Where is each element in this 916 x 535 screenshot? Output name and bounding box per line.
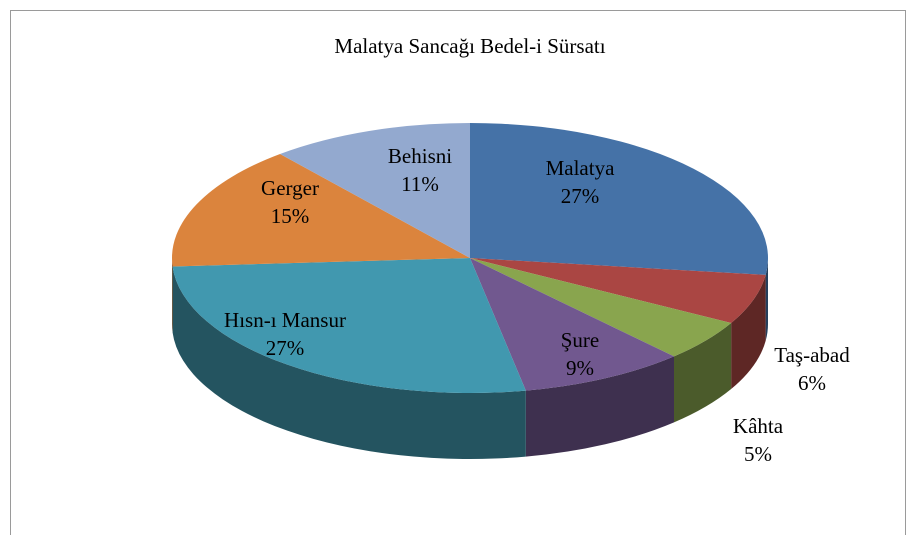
slice-side bbox=[172, 266, 526, 459]
slice-label: Gerger bbox=[261, 176, 319, 200]
slice-side bbox=[765, 258, 769, 341]
chart-title: Malatya Sancağı Bedel-i Sürsatı bbox=[334, 34, 605, 58]
slice-side bbox=[673, 323, 732, 423]
slice-side bbox=[172, 258, 173, 333]
slice bbox=[172, 153, 470, 267]
slice bbox=[470, 123, 769, 275]
slice-label: Behisni bbox=[388, 144, 452, 168]
slice-label: Taş-abad bbox=[774, 343, 850, 367]
slice bbox=[470, 258, 674, 391]
slice-label: Hısn-ı Mansur bbox=[224, 308, 346, 332]
slice-value-label: 27% bbox=[561, 184, 600, 208]
slice-label: Malatya bbox=[546, 156, 615, 180]
slice-value-label: 27% bbox=[266, 336, 305, 360]
slice bbox=[470, 258, 732, 357]
slice-value-label: 11% bbox=[401, 172, 439, 196]
slice bbox=[280, 123, 470, 258]
slice-value-label: 6% bbox=[798, 371, 826, 395]
slice-value-label: 15% bbox=[271, 204, 310, 228]
slice bbox=[470, 258, 766, 324]
slice-value-label: 5% bbox=[744, 442, 772, 466]
slice-value-label: 9% bbox=[566, 356, 594, 380]
slice-label: Kâhta bbox=[733, 414, 784, 438]
slice-label: Şure bbox=[561, 328, 600, 352]
slice-side bbox=[731, 274, 766, 390]
slice bbox=[172, 258, 526, 393]
slice-side bbox=[525, 356, 674, 457]
